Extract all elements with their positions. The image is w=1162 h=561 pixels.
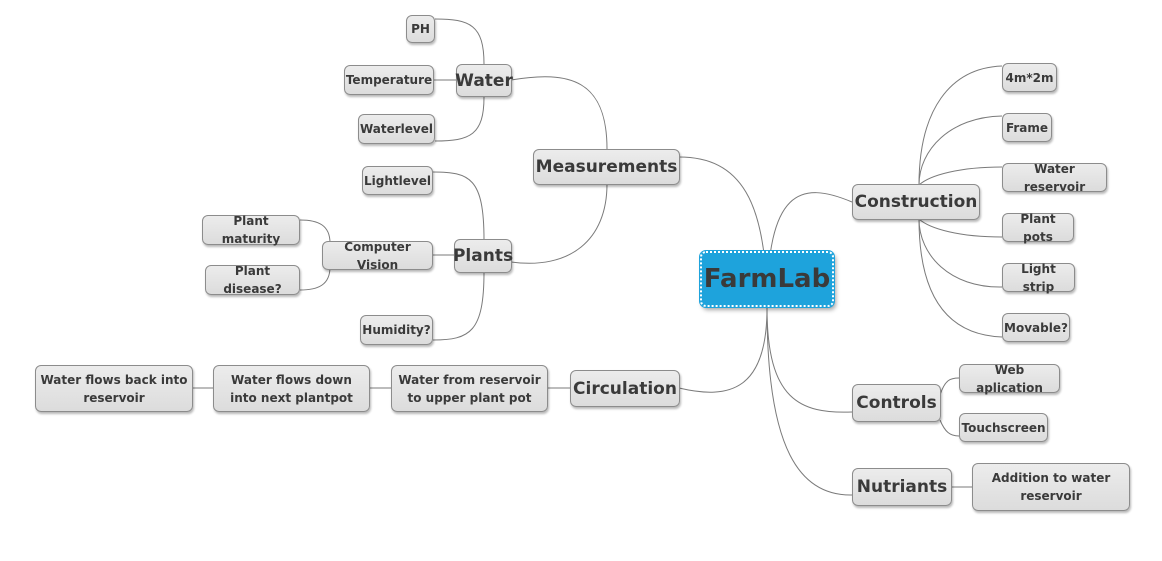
edge-controls-touch [939,419,960,437]
node-plant-disease[interactable]: Plant disease? [205,264,300,296]
node-circulation-step3-label: Water flows back into reservoir [40,372,188,405]
node-plant-disease-label: Plant disease? [223,264,282,296]
node-humidity-label: Humidity? [362,323,431,337]
edge-construction-size [918,65,1003,186]
node-circulation-step3[interactable]: Water flows back into reservoir [35,365,193,412]
topic-circulation[interactable]: Circulation [570,370,680,407]
node-frame[interactable]: Frame [1002,113,1052,142]
node-light-strip-label: Light strip [1021,261,1056,294]
node-circulation-step1[interactable]: Water from reservoir to upper plant pot [391,365,548,412]
topic-nutrients[interactable]: Nutriants [852,468,952,506]
node-circulation-step2[interactable]: Water flows down into next plantpot [213,365,370,412]
node-plant-maturity-label: Plant maturity [221,214,281,246]
central-node-label: FarmLab [703,264,831,294]
edge-measurements-plants [510,183,608,264]
edge-controls-web [939,377,960,396]
node-movable[interactable]: Movable? [1002,313,1070,342]
edge-central-circulation [678,307,768,393]
node-plant-pots-label: Plant pots [1020,211,1056,244]
node-size-label: 4m*2m [1005,70,1054,85]
node-humidity[interactable]: Humidity? [360,315,433,345]
topic-plants-label: Plants [452,246,514,266]
node-circulation-step1-label: Water from reservoir to upper plant pot [398,372,541,405]
node-circulation-step2-label: Water flows down into next plantpot [230,372,353,405]
node-touchscreen-label: Touchscreen [961,420,1046,435]
node-movable-label: Movable? [1004,320,1068,335]
topic-circulation-label: Circulation [573,378,677,399]
node-light-strip[interactable]: Light strip [1002,262,1075,294]
topic-water[interactable]: Water [455,64,513,97]
node-temperature-label: Temperature [345,73,433,87]
node-waterlevel-label: Waterlevel [359,122,434,136]
edge-construction-pots [918,218,1003,238]
node-ph-label: PH [411,22,430,36]
edge-construction-light [918,218,1003,288]
topic-plants[interactable]: Plants [452,239,514,273]
node-touchscreen[interactable]: Touchscreen [959,413,1048,442]
topic-water-label: Water [455,70,513,91]
edge-measurements-water [510,76,608,150]
edge-cv-disease [299,266,331,291]
node-water-reservoir-label: Water reservoir [1023,161,1086,194]
node-lightlevel-label: Lightlevel [364,173,431,188]
edge-water-ph [434,18,485,65]
central-node-farmlab[interactable]: FarmLab [699,250,835,308]
edge-central-nutrients [766,307,853,496]
edge-plants-lightlevel [432,171,485,241]
edge-central-controls [766,307,853,413]
node-plant-pots[interactable]: Plant pots [1002,212,1074,244]
edge-construction-movable [918,218,1003,338]
topic-nutrients-label: Nutriants [856,477,948,497]
node-water-reservoir[interactable]: Water reservoir [1002,162,1107,194]
node-nutrient-addition[interactable]: Addition to water reservoir [972,463,1130,511]
edge-construction-reservoir [918,166,1003,186]
node-waterlevel[interactable]: Waterlevel [358,114,435,144]
edge-plants-humidity [432,271,485,341]
edge-cv-maturity [299,219,331,244]
topic-measurements[interactable]: Measurements [533,149,680,185]
topic-controls-label: Controls [856,393,937,413]
node-computer-vision[interactable]: Computer Vision [322,240,433,272]
node-lightlevel[interactable]: Lightlevel [362,166,433,195]
node-web-application[interactable]: Web aplication [959,363,1060,395]
node-computer-vision-label: Computer Vision [344,239,411,272]
edge-construction-frame [918,115,1003,186]
node-ph[interactable]: PH [406,15,435,43]
edge-water-waterlevel [434,96,485,142]
node-web-application-label: Web aplication [976,362,1043,395]
topic-construction[interactable]: Construction [852,184,980,220]
node-plant-maturity[interactable]: Plant maturity [202,214,300,246]
node-temperature[interactable]: Temperature [344,65,434,95]
node-frame-label: Frame [1005,120,1049,135]
node-size[interactable]: 4m*2m [1002,63,1057,92]
topic-construction-label: Construction [854,192,978,212]
topic-controls[interactable]: Controls [852,384,941,422]
node-nutrient-addition-label: Addition to water reservoir [991,471,1111,503]
topic-measurements-label: Measurements [535,157,678,177]
